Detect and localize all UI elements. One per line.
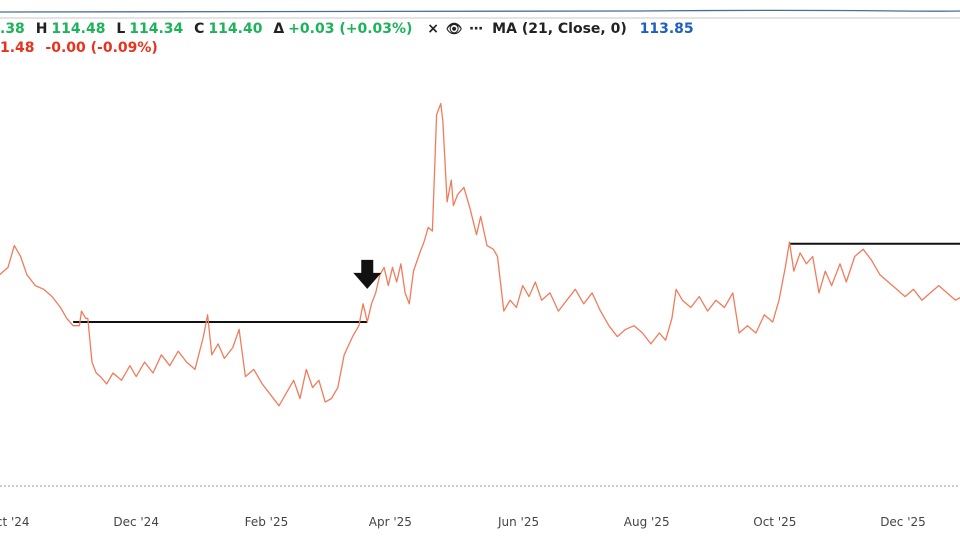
navigator-strip[interactable]: [0, 9, 960, 19]
indicator-legend: 1.48 -0.00 (-0.09%): [0, 40, 158, 56]
x-axis: Oct '24 Dec '24 Feb '25 Apr '25 Jun '25 Aug '…: [0, 515, 926, 529]
x-tick-label: Jun '25: [497, 515, 539, 529]
close-label: C: [194, 21, 205, 37]
indicator-change: -0.00 (-0.09%): [45, 40, 158, 56]
x-tick-label: Dec '24: [113, 515, 159, 529]
close-value: 114.40: [208, 21, 263, 37]
low-label: L: [116, 21, 126, 37]
high-label: H: [35, 21, 48, 37]
open-value: .38: [0, 21, 25, 37]
close-icon[interactable]: ×: [427, 21, 440, 37]
x-tick-label: Oct '24: [0, 515, 30, 529]
delta-label: Δ: [273, 21, 285, 37]
x-tick-label: Feb '25: [245, 515, 289, 529]
more-icon[interactable]: ⋯: [469, 21, 484, 37]
x-tick-label: Dec '25: [880, 515, 926, 529]
indicator-value: 1.48: [0, 40, 35, 56]
ma-value: 113.85: [639, 21, 694, 37]
x-tick-label: Apr '25: [369, 515, 412, 529]
support-resistance-lines: [73, 242, 960, 324]
annotations: [353, 259, 382, 289]
delta-value: +0.03 (+0.03%): [288, 21, 413, 37]
price-line: [0, 102, 960, 407]
high-value: 114.48: [51, 21, 106, 37]
x-tick-label: Aug '25: [624, 515, 670, 529]
x-tick-label: Oct '25: [753, 515, 796, 529]
down-arrow-icon: [353, 259, 382, 289]
low-value: 114.34: [129, 21, 184, 37]
ma-label: MA (21, Close, 0): [492, 21, 627, 37]
ohlc-legend: .38 H 114.48 L 114.34 C 114.40 Δ +0.03 (+0.0…: [0, 21, 694, 37]
eye-icon[interactable]: 👁: [445, 22, 463, 37]
